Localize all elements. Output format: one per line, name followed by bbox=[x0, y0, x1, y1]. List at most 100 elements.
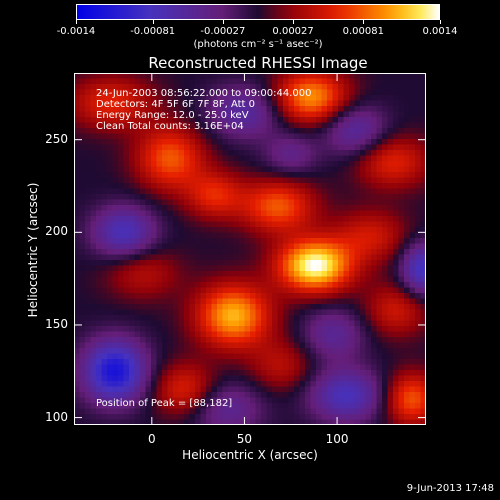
heatmap-cell bbox=[140, 353, 146, 360]
heatmap-cell bbox=[162, 359, 168, 365]
heatmap-cell bbox=[85, 249, 91, 255]
heatmap-cell bbox=[200, 139, 207, 145]
heatmap-cell bbox=[228, 331, 234, 338]
heatmap-cell bbox=[365, 150, 372, 156]
heatmap-cell bbox=[266, 370, 273, 376]
heatmap-cell bbox=[272, 205, 278, 211]
heatmap-cell bbox=[420, 205, 426, 211]
heatmap-cell bbox=[118, 249, 124, 255]
heatmap-cell bbox=[195, 375, 201, 382]
heatmap-cell bbox=[409, 397, 416, 404]
heatmap-cell bbox=[156, 370, 163, 376]
heatmap-cell bbox=[316, 210, 322, 217]
heatmap-cell bbox=[184, 282, 190, 288]
heatmap-cell bbox=[398, 183, 405, 189]
heatmap-cell bbox=[217, 205, 223, 211]
heatmap-cell bbox=[343, 276, 350, 283]
heatmap-cell bbox=[184, 139, 190, 145]
heatmap-cell bbox=[360, 106, 366, 112]
heatmap-cell bbox=[173, 216, 179, 222]
heatmap-cell bbox=[354, 73, 361, 79]
heatmap-cell bbox=[162, 304, 168, 310]
heatmap-cell bbox=[90, 359, 97, 365]
heatmap-cell bbox=[162, 320, 168, 327]
heatmap-cell bbox=[184, 364, 190, 371]
heatmap-cell bbox=[123, 298, 130, 305]
heatmap-cell bbox=[387, 188, 394, 195]
heatmap-cell bbox=[222, 315, 229, 321]
heatmap-cell bbox=[277, 100, 284, 107]
heatmap-cell bbox=[90, 221, 97, 228]
heatmap-cell bbox=[272, 287, 278, 294]
heatmap-cell bbox=[74, 161, 80, 167]
heatmap-cell bbox=[283, 210, 289, 217]
heatmap-cell bbox=[255, 353, 262, 360]
heatmap-cell bbox=[250, 238, 256, 244]
heatmap-cell bbox=[294, 392, 300, 398]
heatmap-cell bbox=[371, 414, 377, 420]
heatmap-cell bbox=[354, 337, 361, 343]
heatmap-cell bbox=[272, 342, 278, 349]
heatmap-cell bbox=[321, 304, 328, 310]
heatmap-cell bbox=[167, 331, 174, 338]
heatmap-cell bbox=[145, 397, 152, 404]
heatmap-cell bbox=[393, 403, 399, 409]
heatmap-cell bbox=[112, 183, 119, 189]
heatmap-cell bbox=[415, 183, 421, 189]
heatmap-cell bbox=[74, 309, 80, 316]
heatmap-cell bbox=[90, 304, 97, 310]
heatmap-cell bbox=[112, 177, 119, 184]
heatmap-cell bbox=[206, 293, 212, 299]
heatmap-cell bbox=[112, 326, 119, 332]
heatmap-cell bbox=[151, 348, 157, 354]
heatmap-cell bbox=[228, 386, 234, 393]
heatmap-cell bbox=[206, 408, 212, 415]
heatmap-cell bbox=[134, 177, 141, 184]
heatmap-cell bbox=[327, 150, 333, 156]
heatmap-cell bbox=[294, 150, 300, 156]
heatmap-cell bbox=[206, 210, 212, 217]
heatmap-cell bbox=[178, 359, 185, 365]
heatmap-cell bbox=[338, 232, 344, 239]
heatmap-cell bbox=[206, 106, 212, 112]
heatmap-cell bbox=[305, 144, 311, 151]
heatmap-cell bbox=[349, 381, 355, 387]
heatmap-cell bbox=[173, 414, 179, 420]
heatmap-cell bbox=[360, 348, 366, 354]
heatmap-cell bbox=[393, 188, 399, 195]
heatmap-cell bbox=[365, 188, 372, 195]
heatmap-cell bbox=[228, 342, 234, 349]
heatmap-cell bbox=[255, 414, 262, 420]
heatmap-cell bbox=[316, 172, 322, 178]
heatmap-cell bbox=[173, 315, 179, 321]
heatmap-cell bbox=[371, 128, 377, 134]
heatmap-cell bbox=[294, 128, 300, 134]
heatmap-cell bbox=[261, 276, 267, 283]
heatmap-cell bbox=[404, 177, 410, 184]
heatmap-cell bbox=[261, 287, 267, 294]
heatmap-cell bbox=[294, 353, 300, 360]
heatmap-cell bbox=[96, 133, 102, 140]
heatmap-cell bbox=[387, 386, 394, 393]
heatmap-cell bbox=[206, 111, 212, 118]
heatmap-cell bbox=[382, 133, 388, 140]
heatmap-cell bbox=[107, 331, 113, 338]
heatmap-cell bbox=[74, 293, 80, 299]
heatmap-cell bbox=[134, 298, 141, 305]
heatmap-cell bbox=[222, 210, 229, 217]
heatmap-cell bbox=[343, 326, 350, 332]
heatmap-cell bbox=[343, 84, 350, 90]
heatmap-cell bbox=[250, 227, 256, 233]
heatmap-cell bbox=[316, 249, 322, 255]
heatmap-cell bbox=[162, 221, 168, 228]
heatmap-cell bbox=[118, 177, 124, 184]
heatmap-cell bbox=[321, 408, 328, 415]
heatmap-cell bbox=[96, 287, 102, 294]
heatmap-cell bbox=[173, 194, 179, 200]
heatmap-cell bbox=[90, 282, 97, 288]
heatmap-cell bbox=[173, 397, 179, 404]
heatmap-cell bbox=[393, 414, 399, 420]
heatmap-cell bbox=[376, 194, 383, 200]
heatmap-cell bbox=[129, 232, 135, 239]
heatmap-cell bbox=[272, 232, 278, 239]
